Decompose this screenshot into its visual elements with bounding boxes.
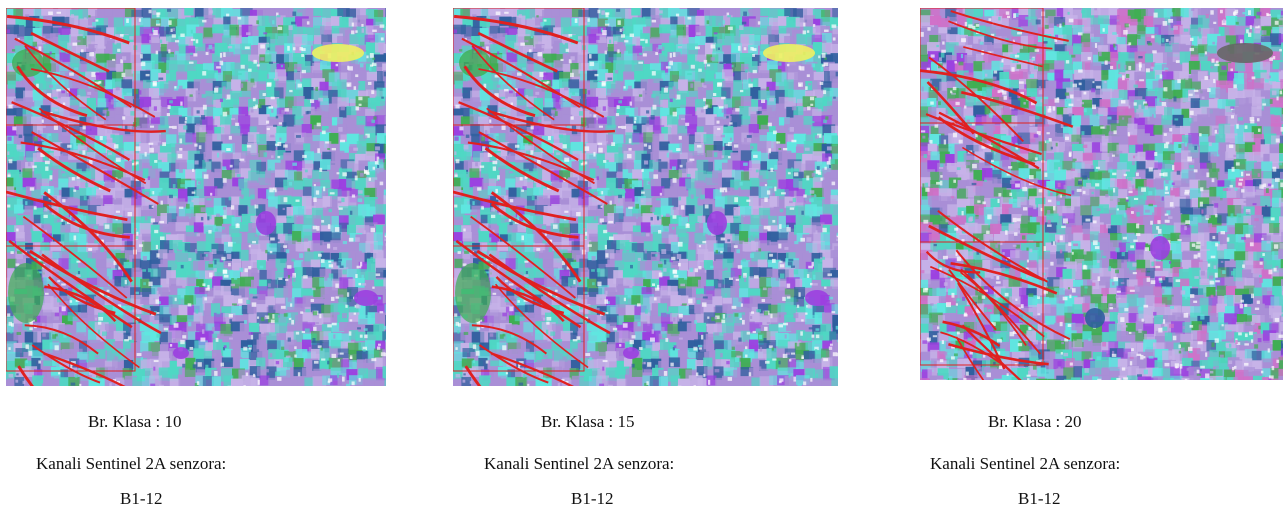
bands-label: Kanali Sentinel 2A senzora: xyxy=(36,454,226,474)
class-count-label: Br. Klasa : 20 xyxy=(988,412,1082,432)
bands-label: Kanali Sentinel 2A senzora: xyxy=(484,454,674,474)
map-image xyxy=(453,8,838,386)
classification-map-10 xyxy=(6,8,386,386)
map-image xyxy=(6,8,386,386)
classification-map-15 xyxy=(453,8,838,386)
bands-value: B1-12 xyxy=(120,489,163,509)
class-count-label: Br. Klasa : 15 xyxy=(541,412,635,432)
class-count-label: Br. Klasa : 10 xyxy=(88,412,182,432)
classification-map-20 xyxy=(920,8,1283,380)
bands-value: B1-12 xyxy=(1018,489,1061,509)
map-image xyxy=(920,8,1283,380)
bands-value: B1-12 xyxy=(571,489,614,509)
bands-label: Kanali Sentinel 2A senzora: xyxy=(930,454,1120,474)
